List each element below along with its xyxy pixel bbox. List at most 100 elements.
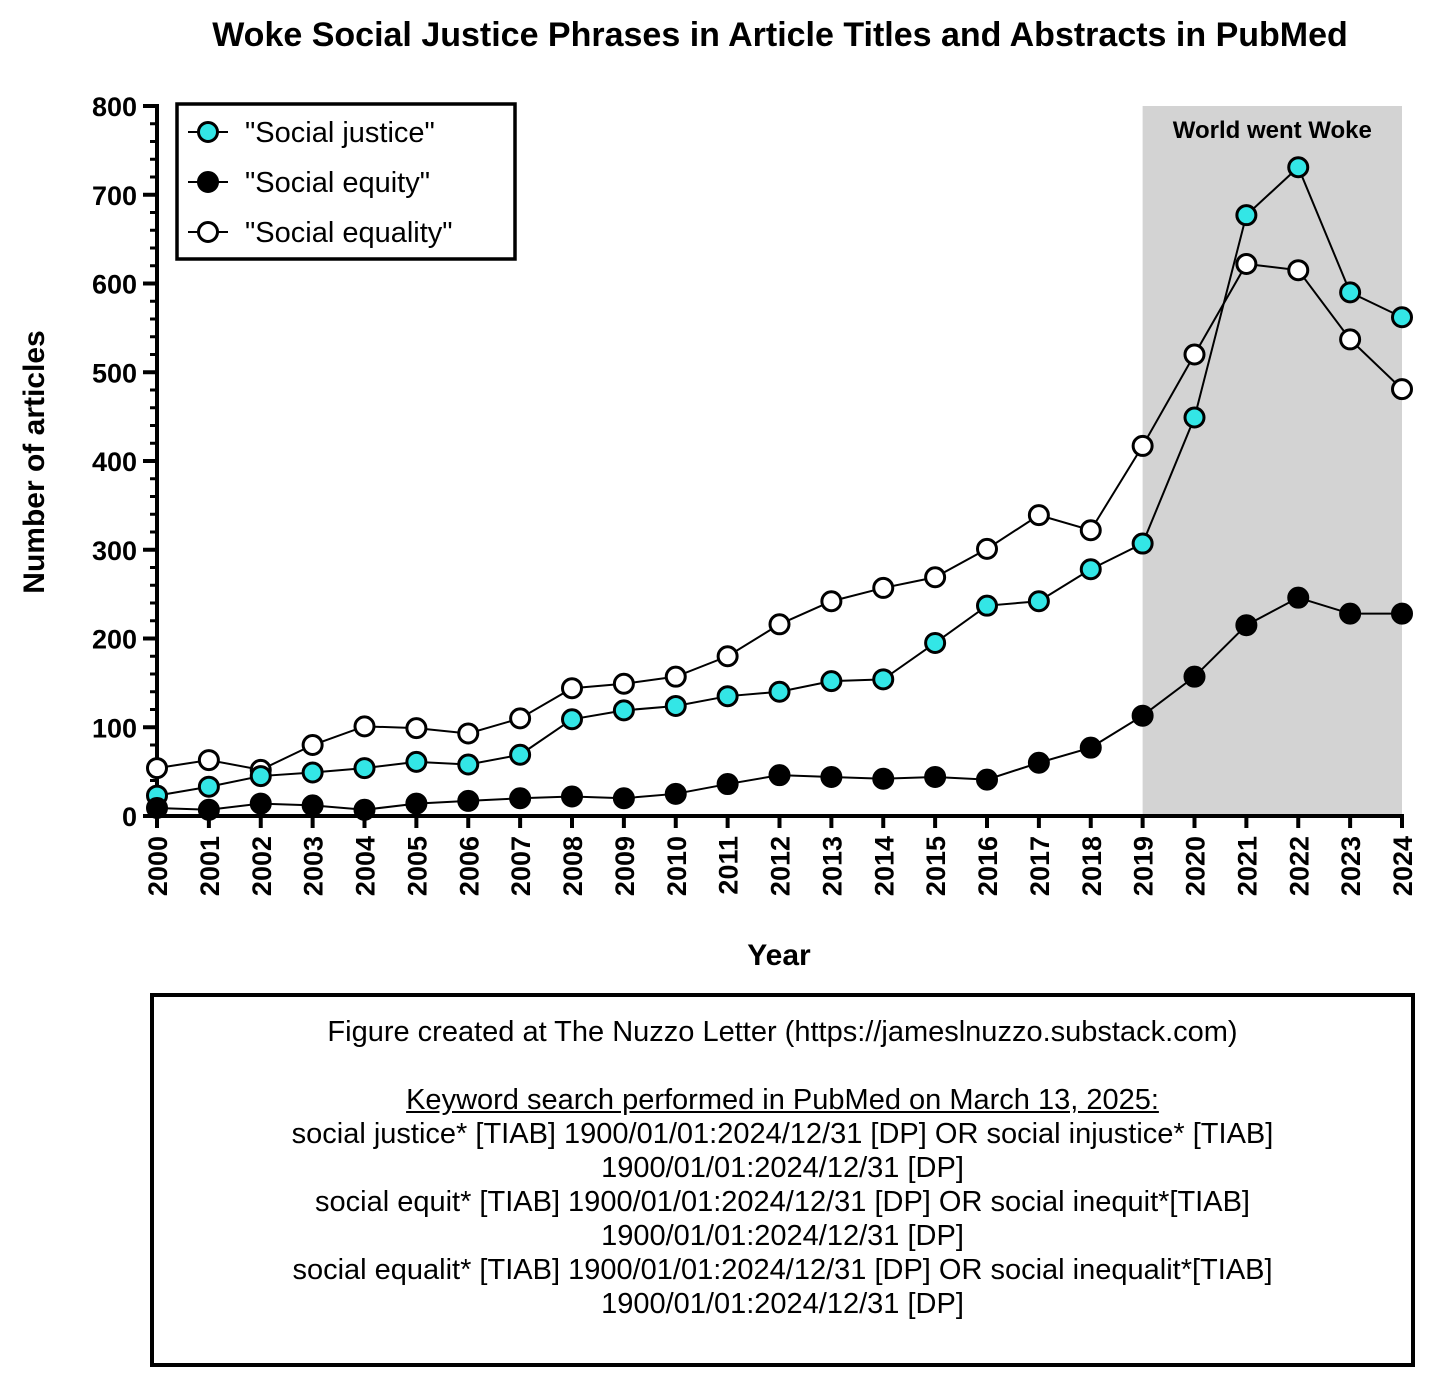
data-point xyxy=(1079,519,1102,542)
data-point xyxy=(716,685,739,708)
y-tick-label: 500 xyxy=(92,358,137,388)
data-point xyxy=(405,750,428,773)
legend-box xyxy=(175,102,517,261)
data-point xyxy=(612,672,635,695)
data-point xyxy=(820,765,843,788)
x-tick-label: 2004 xyxy=(351,836,381,896)
search-query-line: 1900/01/01:2024/12/31 [DP] xyxy=(601,1220,964,1252)
x-tick-label: 2013 xyxy=(817,836,847,896)
data-point xyxy=(509,787,532,810)
data-point xyxy=(664,694,687,717)
data-point xyxy=(301,734,324,756)
data-point xyxy=(716,645,739,668)
data-point xyxy=(872,767,895,790)
data-point xyxy=(457,789,480,812)
data-point xyxy=(353,715,376,738)
x-tick-label: 2008 xyxy=(558,836,588,896)
search-query-line: 1900/01/01:2024/12/31 [DP] xyxy=(601,1288,964,1320)
data-point xyxy=(1027,751,1050,774)
data-point xyxy=(146,797,168,820)
data-point xyxy=(1131,532,1154,555)
data-point xyxy=(197,749,220,772)
legend-label: "Social justice" xyxy=(245,117,435,149)
data-point xyxy=(1391,378,1413,401)
x-tick-label: 2021 xyxy=(1232,836,1262,896)
x-tick-label: 2024 xyxy=(1388,836,1418,896)
data-point xyxy=(820,590,843,613)
x-tick-label: 2002 xyxy=(247,836,277,896)
data-point xyxy=(1131,704,1154,727)
data-point xyxy=(509,743,532,766)
shaded-region-label: World went Woke xyxy=(1173,117,1372,144)
data-point xyxy=(1287,156,1310,179)
data-point xyxy=(1027,590,1050,613)
x-tick-label: 2022 xyxy=(1284,836,1314,896)
search-note-box: Figure created at The Nuzzo Letter (http… xyxy=(150,993,1415,1367)
search-query-line: social justice* [TIAB] 1900/01/01:2024/1… xyxy=(291,1118,1274,1150)
y-tick-label: 400 xyxy=(92,447,137,477)
data-point xyxy=(405,717,428,740)
data-point xyxy=(1339,281,1362,304)
data-point xyxy=(664,782,687,805)
data-point xyxy=(249,792,272,815)
data-point xyxy=(768,764,791,787)
data-point xyxy=(301,794,324,817)
series-layer xyxy=(146,156,1413,821)
data-point xyxy=(872,576,895,599)
x-tick-label: 2016 xyxy=(973,836,1003,896)
x-tick-label: 2019 xyxy=(1129,836,1159,896)
data-point xyxy=(976,594,998,617)
x-tick-label: 2017 xyxy=(1025,836,1055,896)
data-point xyxy=(197,775,220,798)
y-tick-label: 700 xyxy=(92,181,137,211)
data-point xyxy=(1235,204,1258,227)
data-point xyxy=(561,677,583,700)
y-tick-label: 600 xyxy=(92,270,137,300)
data-point xyxy=(924,765,947,788)
data-point xyxy=(1287,259,1310,282)
data-point xyxy=(1027,504,1050,527)
data-point xyxy=(664,665,687,688)
data-point xyxy=(1131,434,1154,457)
search-query-line: 1900/01/01:2024/12/31 [DP] xyxy=(601,1152,964,1184)
data-point xyxy=(1391,306,1413,329)
y-tick-label: 200 xyxy=(92,625,137,655)
data-point xyxy=(1183,406,1206,429)
x-tick-label: 2001 xyxy=(195,836,225,896)
data-point xyxy=(1079,736,1102,759)
y-tick-label: 800 xyxy=(92,92,137,122)
x-tick-label: 2015 xyxy=(921,836,951,896)
data-point xyxy=(353,798,376,821)
x-tick-label: 2000 xyxy=(143,836,173,896)
shaded-region: World went Woke xyxy=(1142,106,1402,816)
x-tick-label: 2007 xyxy=(506,836,536,896)
data-point xyxy=(561,785,583,808)
data-point xyxy=(249,765,272,788)
figure-credit: Figure created at The Nuzzo Letter (http… xyxy=(327,1016,1238,1048)
line-chart: Woke Social Justice Phrases in Article T… xyxy=(18,16,1418,972)
data-point xyxy=(509,707,532,730)
data-point xyxy=(1391,602,1413,625)
shaded-region-rect xyxy=(1142,106,1402,816)
search-heading: Keyword search performed in PubMed on Ma… xyxy=(406,1084,1159,1116)
legend-label: "Social equity" xyxy=(245,167,430,199)
data-point xyxy=(1183,665,1206,688)
data-point xyxy=(976,768,998,791)
chart-title: Woke Social Justice Phrases in Article T… xyxy=(212,16,1348,54)
data-point xyxy=(612,787,635,810)
legend-label: "Social equality" xyxy=(245,217,453,249)
data-point xyxy=(924,631,947,654)
legend-marker xyxy=(197,221,219,243)
x-axis-label: Year xyxy=(747,939,811,972)
x-tick-label: 2006 xyxy=(454,836,484,896)
data-point xyxy=(353,757,376,780)
legend-marker xyxy=(197,121,219,143)
data-point xyxy=(924,566,947,589)
data-point xyxy=(301,761,324,784)
search-query-line: social equalit* [TIAB] 1900/01/01:2024/1… xyxy=(292,1254,1273,1286)
x-tick-label: 2010 xyxy=(662,836,692,896)
data-point xyxy=(1287,586,1310,609)
data-point xyxy=(976,537,998,560)
legend: "Social justice" "Social equity" "Social e… xyxy=(175,102,517,261)
data-point xyxy=(820,670,843,693)
